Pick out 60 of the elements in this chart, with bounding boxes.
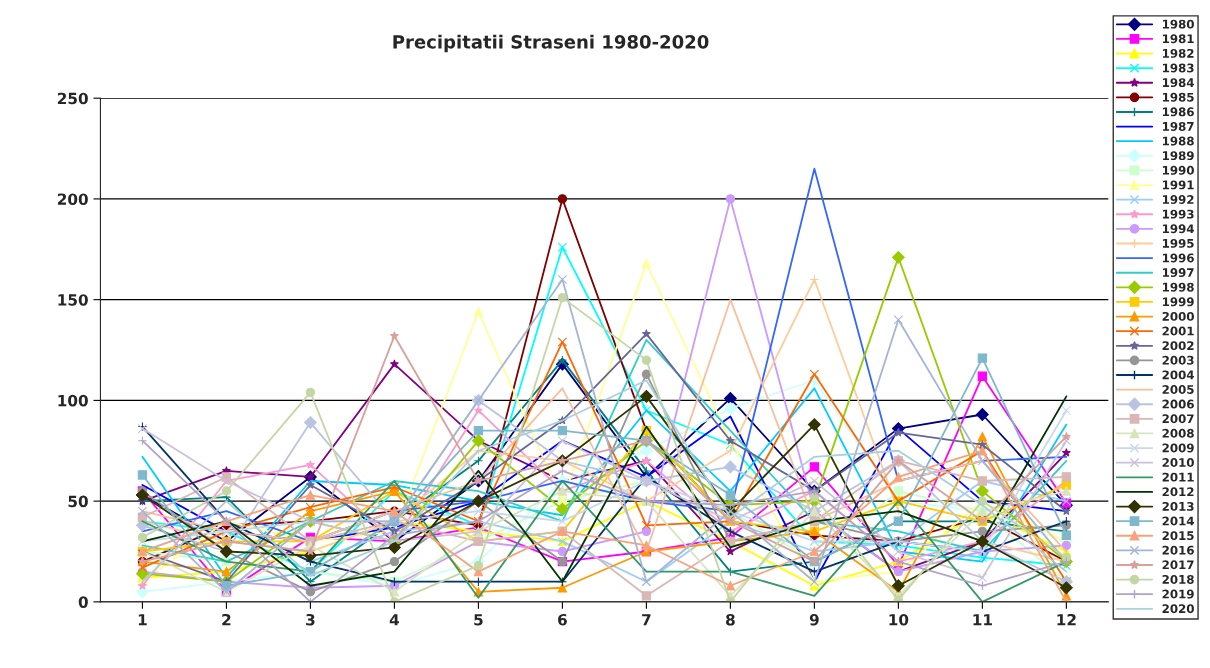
legend-label: 1998 [1162, 282, 1194, 292]
legend-label: 2006 [1162, 399, 1194, 409]
legend-label: 1996 [1162, 253, 1194, 263]
x-tick-label: 1 [138, 614, 147, 626]
y-tick-label: 50 [68, 495, 88, 508]
x-tick-label: 3 [306, 613, 315, 626]
legend-label: 1988 [1162, 136, 1194, 146]
y-tick-label: 200 [57, 193, 88, 205]
legend-label: 1995 [1162, 238, 1194, 248]
legend-label: 1991 [1162, 180, 1194, 190]
x-tick-label: 7 [642, 614, 651, 626]
y-tick-label: 100 [58, 394, 88, 407]
x-tick-label: 11 [973, 614, 992, 626]
legend-label: 2009 [1162, 443, 1194, 453]
legend-label: 2007 [1162, 414, 1194, 424]
legend-label: 2012 [1162, 487, 1194, 497]
x-tick-label: 8 [726, 613, 735, 626]
legend-label: 2008 [1162, 428, 1194, 438]
legend-label: 2010 [1162, 458, 1194, 467]
legend-label: 1999 [1162, 297, 1194, 307]
legend-label: 1989 [1162, 151, 1194, 161]
legend-label: 1980 [1162, 19, 1194, 29]
legend-label: 1997 [1162, 268, 1194, 278]
y-tick-label: 0 [78, 596, 88, 608]
legend-label: 2017 [1162, 560, 1194, 570]
y-tick-label: 150 [58, 294, 88, 306]
legend-label: 1992 [1162, 195, 1194, 204]
x-tick-label: 9 [809, 613, 819, 626]
x-tick-label: 2 [222, 613, 231, 626]
legend-label: 1994 [1162, 224, 1194, 234]
legend-label: 1984 [1162, 78, 1194, 88]
legend-label: 2000 [1162, 311, 1194, 321]
legend-label: 2013 [1162, 501, 1194, 511]
legend-label: 1986 [1162, 107, 1194, 117]
y-tick-label: 250 [57, 92, 88, 105]
x-tick-label: 5 [474, 614, 483, 626]
legend-label: 2019 [1162, 589, 1194, 599]
legend-label: 2001 [1162, 326, 1194, 336]
chart-title: Precipitatii Straseni 1980-2020 [393, 34, 709, 53]
x-tick-label: 4 [389, 614, 400, 626]
legend-label: 2005 [1162, 385, 1194, 394]
legend-label: 1985 [1162, 92, 1194, 102]
legend-label: 2020 [1162, 604, 1194, 614]
legend-label: 2011 [1162, 472, 1194, 482]
legend-label: 1981 [1162, 34, 1194, 44]
legend-label: 2016 [1162, 545, 1194, 555]
x-tick-label: 12 [1057, 613, 1076, 626]
legend-label: 2018 [1162, 574, 1194, 584]
legend-label: 1993 [1162, 209, 1194, 219]
legend-label: 2002 [1162, 341, 1194, 351]
legend-label: 1982 [1162, 48, 1194, 58]
legend-label: 1983 [1162, 63, 1194, 73]
legend-label: 1987 [1162, 121, 1194, 131]
legend-label: 2003 [1162, 355, 1194, 365]
x-tick-label: 6 [558, 613, 567, 626]
legend-label: 1990 [1162, 165, 1194, 175]
x-tick-label: 10 [889, 613, 909, 626]
legend-label: 2015 [1162, 531, 1194, 541]
legend-label: 2014 [1162, 516, 1194, 526]
legend-label: 2004 [1162, 370, 1194, 380]
